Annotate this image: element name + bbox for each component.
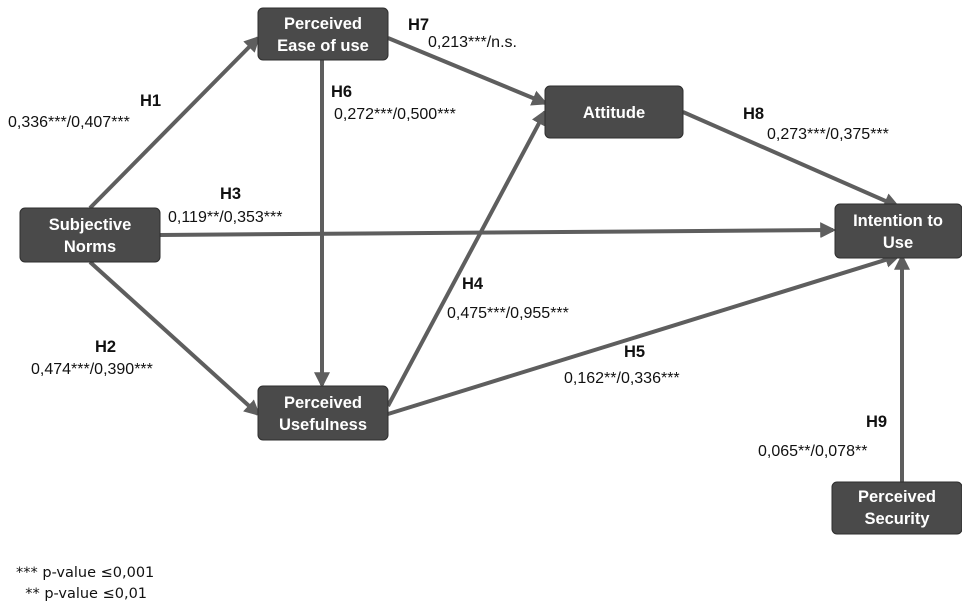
h7-label: H7 [408, 16, 429, 34]
edge-h2 [88, 260, 261, 417]
h2-label: H2 [95, 338, 116, 356]
node-label: Security [864, 510, 930, 528]
h5-label: H5 [624, 343, 645, 361]
node-label: Subjective [49, 216, 132, 234]
edge-h3 [159, 222, 837, 239]
h3-coefficient: 0,119**/0,353*** [168, 209, 282, 226]
legend-significance-0001: *** p-value ≤0,001 [16, 565, 155, 581]
h8-label: H8 [743, 105, 764, 123]
legend-significance-001: ** p-value ≤0,01 [16, 586, 148, 602]
node-label: Use [883, 234, 913, 252]
node-label: Perceived [858, 488, 936, 506]
node-label: Norms [64, 238, 116, 256]
h1-label: H1 [140, 92, 161, 110]
edge-h5 [387, 252, 902, 416]
node-label: Perceived [284, 394, 362, 412]
edge-h1 [88, 35, 261, 210]
node-attitude: Attitude [544, 85, 684, 139]
h8-coefficient: 0,273***/0,375*** [767, 126, 889, 143]
h6-coefficient: 0,272***/0,500*** [334, 106, 456, 123]
h6-label: H6 [331, 83, 352, 101]
edge-h4 [386, 109, 547, 407]
node-perceived-ease-of-use: Perceived Ease of use [257, 7, 389, 61]
node-subjective-norms: Subjective Norms [19, 207, 161, 263]
h2-coefficient: 0,474***/0,390*** [31, 361, 153, 378]
edge-h7 [387, 36, 548, 106]
h5-coefficient: 0,162**/0,336*** [564, 370, 680, 387]
h4-coefficient: 0,475***/0,955*** [447, 305, 569, 322]
node-label: Perceived [284, 15, 362, 33]
h9-label: H9 [866, 413, 887, 431]
h9-coefficient: 0,065**/0,078** [758, 443, 867, 460]
node-label: Usefulness [279, 416, 367, 434]
edge-h8 [682, 110, 900, 209]
node-perceived-usefulness: Perceived Usefulness [257, 385, 389, 441]
h1-coefficient: 0,336***/0,407*** [8, 114, 130, 131]
h7-coefficient: 0,213***/n.s. [428, 34, 517, 51]
node-label: Attitude [583, 104, 645, 122]
node-perceived-security: Perceived Security [831, 481, 962, 535]
node-intention-to-use: Intention to Use [834, 203, 962, 259]
h3-label: H3 [220, 185, 241, 203]
h4-label: H4 [462, 275, 484, 293]
node-label: Intention to [853, 212, 943, 230]
node-label: Ease of use [277, 37, 369, 55]
